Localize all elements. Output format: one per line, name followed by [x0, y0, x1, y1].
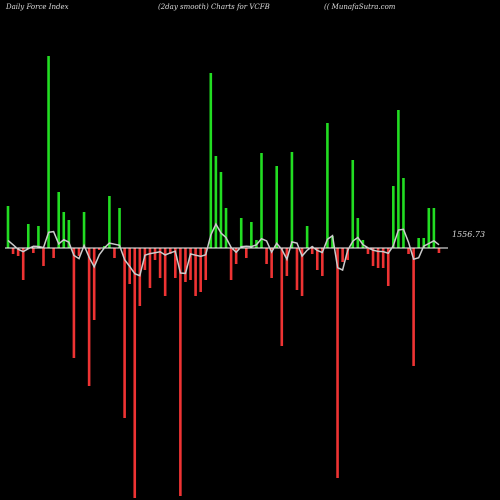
bar-51	[265, 248, 268, 264]
bar-60	[310, 248, 314, 254]
bar-0	[6, 206, 10, 248]
bar-11	[62, 212, 66, 248]
bar-31	[163, 248, 167, 296]
bar-55	[285, 248, 289, 276]
bar-68	[351, 160, 355, 248]
bar-77	[397, 110, 400, 248]
bar-43	[224, 208, 228, 248]
bar-66	[341, 248, 344, 262]
bar-84	[432, 208, 436, 248]
bar-25	[133, 248, 137, 498]
bar-34	[179, 248, 182, 496]
bar-58	[300, 248, 304, 296]
bar-64	[331, 236, 334, 248]
bar-57	[295, 248, 299, 290]
bar-85	[437, 248, 441, 253]
bar-44	[229, 248, 233, 280]
bar-78	[402, 178, 405, 248]
bar-81	[417, 238, 420, 248]
bar-63	[326, 123, 329, 248]
bar-28	[148, 248, 152, 288]
bar-45	[234, 248, 238, 264]
bar-18	[97, 248, 101, 250]
bar-39	[204, 248, 208, 280]
bar-65	[336, 248, 339, 478]
bar-1	[11, 248, 15, 254]
bar-22	[118, 208, 121, 248]
bar-46	[239, 218, 243, 248]
bar-47	[244, 248, 248, 258]
bar-series	[6, 56, 441, 498]
bar-80	[412, 248, 415, 366]
bar-21	[113, 248, 116, 258]
bar-35	[184, 248, 187, 282]
bar-26	[138, 248, 142, 306]
bar-20	[108, 196, 111, 248]
bar-72	[371, 248, 375, 266]
chart-header-middle: (2day smooth) Charts for VCFB	[158, 3, 270, 11]
bar-2	[16, 248, 20, 256]
bar-42	[219, 172, 223, 248]
chart-header-right: (( MunafaSutra.com	[324, 3, 396, 11]
bar-8	[47, 56, 50, 248]
bar-38	[199, 248, 202, 292]
bar-5	[32, 248, 35, 253]
bar-79	[407, 248, 410, 254]
bar-73	[376, 248, 380, 268]
bar-23	[123, 248, 126, 418]
zero-value-label: 1556.73	[452, 230, 485, 239]
bar-56	[290, 152, 294, 248]
bar-71	[366, 248, 370, 254]
bar-50	[260, 153, 263, 248]
bar-82	[422, 238, 426, 248]
bar-75	[386, 248, 390, 286]
bar-10	[57, 192, 60, 248]
bar-30	[158, 248, 162, 278]
bar-54	[280, 248, 284, 346]
chart-header-left: Daily Force Index	[5, 3, 69, 11]
bar-62	[321, 248, 324, 276]
bar-33	[174, 248, 177, 278]
bar-15	[82, 212, 86, 248]
bar-27	[143, 248, 147, 270]
bar-17	[92, 248, 96, 320]
bar-6	[37, 226, 40, 248]
bar-13	[72, 248, 76, 358]
bar-67	[346, 248, 349, 260]
bar-76	[392, 186, 395, 248]
bar-74	[381, 248, 385, 268]
bar-83	[427, 208, 431, 248]
bar-36	[189, 248, 192, 280]
bar-41	[214, 156, 218, 248]
bar-29	[153, 248, 157, 260]
bar-12	[67, 220, 71, 248]
bar-59	[305, 226, 309, 248]
bar-7	[42, 248, 45, 266]
bar-61	[315, 248, 319, 270]
bar-3	[21, 248, 25, 280]
bar-16	[87, 248, 91, 386]
bar-53	[275, 166, 279, 248]
bar-40	[209, 73, 213, 248]
bar-52	[270, 248, 273, 278]
bar-37	[194, 248, 197, 296]
bar-69	[356, 218, 360, 248]
bar-32	[168, 248, 172, 254]
bar-14	[77, 248, 81, 256]
bar-4	[26, 224, 30, 248]
bar-9	[52, 248, 55, 258]
bar-48	[250, 222, 253, 248]
smoothed-line	[7, 222, 440, 277]
